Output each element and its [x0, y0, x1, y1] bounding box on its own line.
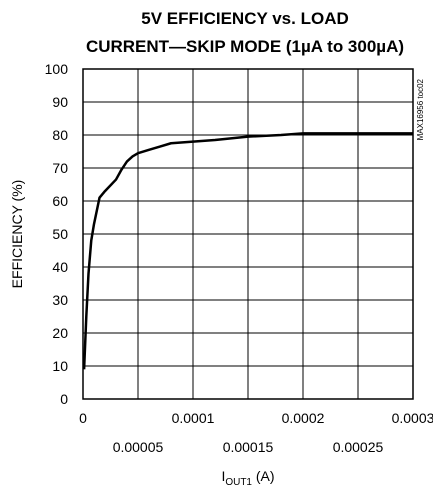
y-tick-label: 0 [60, 391, 68, 407]
x-tick-labels: 0 0.0001 0.0002 0.0003 0.00005 0.00015 0.00025 [79, 410, 433, 455]
x-tick-label-minor: 0.00025 [333, 439, 384, 455]
x-tick-label-major: 0 [79, 410, 87, 426]
y-tick-label: 10 [52, 358, 68, 374]
y-axis-label: EFFICIENCY (%) [9, 180, 25, 289]
x-tick-label-minor: 0.00005 [113, 439, 164, 455]
x-tick-label-major: 0.0001 [172, 410, 215, 426]
y-tick-label: 40 [52, 259, 68, 275]
x-tick-label-minor: 0.00015 [223, 439, 274, 455]
plot-area-frame [82, 68, 414, 400]
y-tick-label: 60 [52, 193, 68, 209]
y-tick-label: 20 [52, 325, 68, 341]
x-axis-label-main: I [221, 468, 225, 484]
y-tick-label: 30 [52, 292, 68, 308]
grid-lines [83, 69, 413, 399]
x-tick-label-major: 0.0002 [282, 410, 325, 426]
chart-title-line-2: CURRENT—SKIP MODE (1µA to 300µA) [86, 37, 404, 56]
x-axis-label-subscript: OUT1 [225, 477, 252, 487]
efficiency-curve [82, 132, 413, 370]
y-tick-label: 80 [52, 127, 68, 143]
y-tick-label: 90 [52, 94, 68, 110]
x-axis-label-unit: (A) [252, 468, 275, 484]
y-tick-label: 100 [45, 61, 69, 77]
x-tick-label-major: 0.0003 [392, 410, 433, 426]
chart-title-line-1: 5V EFFICIENCY vs. LOAD [141, 9, 349, 28]
x-axis-label: IOUT1 (A) [221, 468, 274, 487]
y-tick-label: 50 [52, 226, 68, 242]
figure-code-note: MAX16956 toc02 [416, 78, 425, 140]
y-tick-labels: 0 10 20 30 40 50 60 70 80 90 100 [45, 61, 69, 407]
y-tick-label: 70 [52, 160, 68, 176]
